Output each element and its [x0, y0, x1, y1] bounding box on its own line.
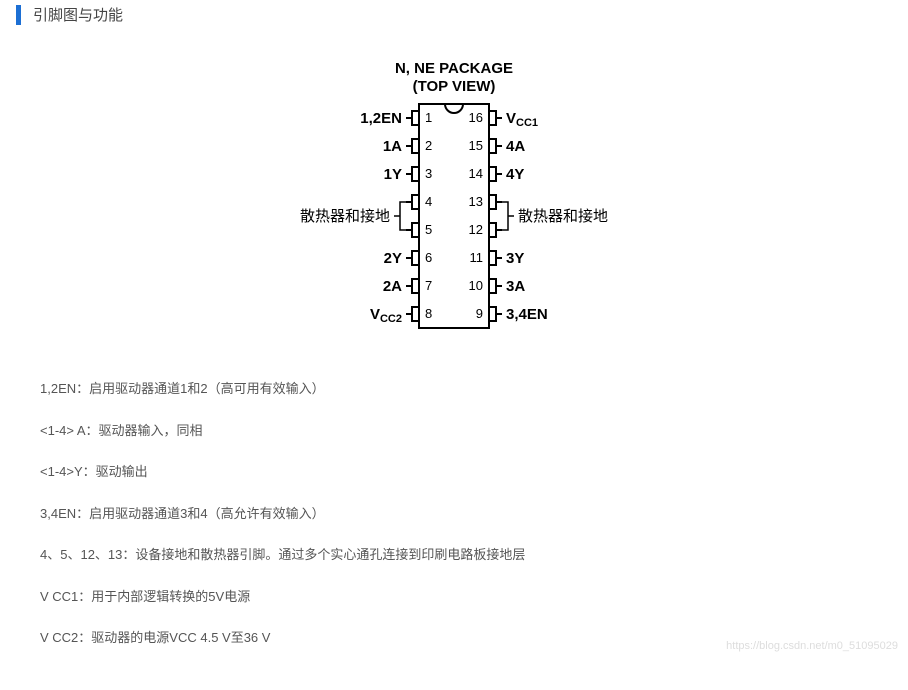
pin-description-item: 1,2EN：启用驱动器通道1和2（高可用有效输入） — [40, 379, 908, 399]
svg-text:4: 4 — [425, 194, 432, 209]
svg-text:1,2EN: 1,2EN — [360, 110, 402, 127]
svg-text:散热器和接地: 散热器和接地 — [518, 208, 608, 225]
svg-text:散热器和接地: 散热器和接地 — [300, 208, 390, 225]
svg-text:3Y: 3Y — [506, 250, 524, 267]
pin-description-item: V CC1：用于内部逻辑转换的5V电源 — [40, 587, 908, 607]
svg-text:2Y: 2Y — [384, 250, 402, 267]
svg-text:1A: 1A — [383, 138, 402, 155]
pin-description-item: <1-4> A：驱动器输入，同相 — [40, 421, 908, 441]
svg-text:3: 3 — [425, 166, 432, 181]
svg-text:N, NE PACKAGE: N, NE PACKAGE — [395, 60, 513, 77]
svg-text:13: 13 — [469, 194, 483, 209]
svg-text:3,4EN: 3,4EN — [506, 306, 548, 323]
svg-text:16: 16 — [469, 110, 483, 125]
svg-text:8: 8 — [425, 306, 432, 321]
pin-description-item: 4、5、12、13：设备接地和散热器引脚。通过多个实心通孔连接到印刷电路板接地层 — [40, 545, 908, 565]
svg-text:4Y: 4Y — [506, 166, 524, 183]
svg-text:1: 1 — [425, 110, 432, 125]
svg-text:6: 6 — [425, 250, 432, 265]
svg-text:2A: 2A — [383, 278, 402, 295]
svg-text:2: 2 — [425, 138, 432, 153]
svg-text:(TOP VIEW): (TOP VIEW) — [413, 78, 496, 95]
svg-text:9: 9 — [476, 306, 483, 321]
pin-description-item: 3,4EN：启用驱动器通道3和4（高允许有效输入） — [40, 504, 908, 524]
header-title: 引脚图与功能 — [33, 4, 123, 25]
svg-text:15: 15 — [469, 138, 483, 153]
svg-text:VCC2: VCC2 — [370, 306, 402, 325]
svg-text:4A: 4A — [506, 138, 525, 155]
svg-text:VCC1: VCC1 — [506, 110, 538, 129]
svg-text:10: 10 — [469, 278, 483, 293]
svg-text:14: 14 — [469, 166, 483, 181]
svg-text:12: 12 — [469, 222, 483, 237]
svg-text:7: 7 — [425, 278, 432, 293]
svg-text:5: 5 — [425, 222, 432, 237]
svg-text:11: 11 — [470, 250, 484, 265]
chip-pinout-diagram: N, NE PACKAGE(TOP VIEW) 1 1,2EN 2 1A 3 1Y 4 5 6 2Y… — [244, 59, 664, 349]
svg-text:1Y: 1Y — [384, 166, 402, 183]
header-accent-bar — [16, 5, 21, 25]
pin-description-item: <1-4>Y：驱动输出 — [40, 462, 908, 482]
svg-text:3A: 3A — [506, 278, 525, 295]
section-header: 引脚图与功能 — [0, 0, 908, 29]
watermark-text: https://blog.csdn.net/m0_51095029 — [726, 640, 898, 652]
pin-diagram-area: N, NE PACKAGE(TOP VIEW) 1 1,2EN 2 1A 3 1Y 4 5 6 2Y… — [0, 29, 908, 379]
